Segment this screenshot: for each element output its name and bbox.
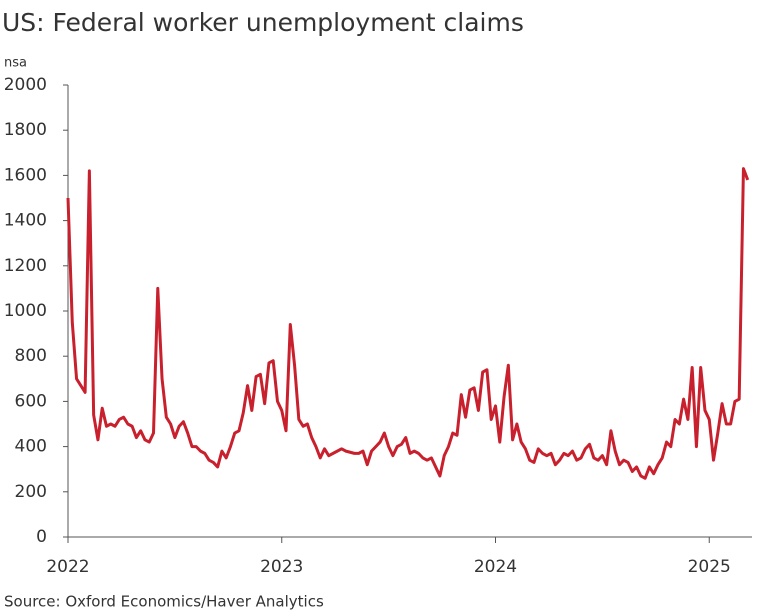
y-tick-label: 1000 <box>4 301 47 321</box>
y-tick-label: 1800 <box>4 120 47 140</box>
source: Source: Oxford Economics/Haver Analytics <box>4 593 324 611</box>
data-line <box>66 167 750 480</box>
y-axis-label: nsa <box>4 56 27 71</box>
y-tick-label: 1600 <box>4 165 47 185</box>
y-tick-label: 1200 <box>4 256 47 276</box>
y-tick-label: 400 <box>15 437 47 457</box>
y-tick-label: 2000 <box>4 75 47 95</box>
y-tick-label: 0 <box>36 527 47 547</box>
y-tick-label: 800 <box>15 346 47 366</box>
x-tick-label: 2024 <box>474 557 517 577</box>
y-tick-label: 1400 <box>4 211 47 231</box>
x-tick-label: 2023 <box>260 557 303 577</box>
x-tick-label: 2022 <box>46 557 89 577</box>
y-tick-label: 200 <box>15 482 47 502</box>
chart-title: US: Federal worker unemployment claims <box>2 8 524 37</box>
x-tick-label: 2025 <box>688 557 731 577</box>
y-tick-label: 600 <box>15 391 47 411</box>
